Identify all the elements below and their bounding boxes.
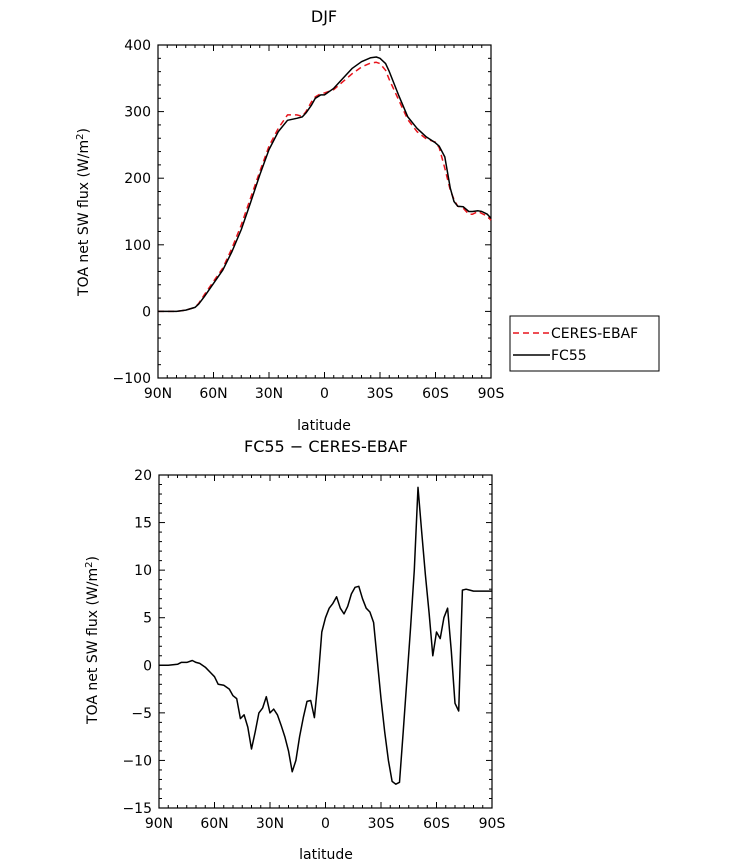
chart-title-djf: DJF: [311, 7, 337, 26]
diff-ytick-label: 5: [143, 611, 152, 627]
y-axis-label-diff: TOA net SW flux (W/m2): [84, 556, 102, 725]
x-axis-label-diff: latitude: [299, 847, 353, 863]
djf-ytick-label: −100: [113, 371, 151, 387]
diff-ytick-label: −15: [122, 801, 152, 817]
diff-xtick-label: 90S: [479, 816, 506, 832]
y-axis-label-djf-main: TOA net SW flux (W/m: [76, 140, 92, 297]
djf-ytick-label: 300: [124, 105, 151, 121]
diff-ytick-label: 20: [134, 468, 152, 484]
y-axis-label-djf-sup: 2: [75, 134, 86, 140]
panel-diff: FC55 − CERES-EBAF 90N 60N 30N 0 30S 60S 90S −15…: [84, 437, 506, 863]
diff-xtick-label: 30N: [256, 816, 284, 832]
djf-ytick-label: 200: [124, 171, 151, 187]
x-axis-label-djf: latitude: [297, 418, 351, 434]
djf-ytick-label: 0: [142, 304, 151, 320]
legend-label-ceres: CERES-EBAF: [551, 326, 638, 342]
y-axis-label-diff-tail: ): [85, 556, 101, 561]
legend-box: [509, 315, 660, 372]
legend-label-fc55: FC55: [551, 348, 587, 364]
djf-ytick-label: 400: [124, 38, 151, 54]
diff-ytick-label: 15: [134, 516, 152, 532]
djf-series-line-ceres-ebaf: [158, 61, 492, 313]
diff-frame: [158, 474, 493, 809]
y-axis-label-djf: TOA net SW flux (W/m2): [75, 128, 93, 297]
djf-xtick-label: 30S: [367, 386, 394, 402]
diff-xtick-label: 90N: [145, 816, 173, 832]
djf-xtick-label: 90S: [478, 386, 505, 402]
diff-ytick-label: −10: [122, 753, 152, 769]
chart-title-diff: FC55 − CERES-EBAF: [244, 437, 408, 456]
panel-djf: DJF 90N 60N 30N 0 30S 60S 90S −100 0 100 200 300 400…: [75, 7, 660, 434]
diff-xtick-label: 60S: [423, 816, 450, 832]
diff-xtick-label: 0: [321, 816, 330, 832]
diff-ytick-label: 10: [134, 563, 152, 579]
plot-area-djf: 90N 60N 30N 0 30S 60S 90S −100 0 100 200 300 400: [113, 38, 505, 402]
djf-xtick-label: 60S: [422, 386, 449, 402]
y-axis-label-djf-tail: ): [76, 128, 92, 133]
y-axis-label-diff-main: TOA net SW flux (W/m: [85, 568, 101, 725]
y-axis-label-diff-sup: 2: [84, 562, 95, 568]
diff-series-line-0: [159, 486, 492, 785]
djf-xtick-label: 0: [320, 386, 329, 402]
djf-xtick-label: 30N: [255, 386, 283, 402]
diff-xtick-label: 30S: [368, 816, 395, 832]
plot-area-diff: 90N 60N 30N 0 30S 60S 90S −15 −10 −5 0 5 10 15 20: [122, 468, 505, 832]
djf-xtick-label: 90N: [144, 386, 172, 402]
djf-series-line-fc55: [158, 56, 492, 313]
diff-xtick-label: 60N: [200, 816, 228, 832]
diff-ytick-label: 0: [143, 658, 152, 674]
djf-ytick-label: 100: [124, 238, 151, 254]
legend: CERES-EBAF FC55: [509, 315, 660, 372]
djf-xtick-label: 60N: [199, 386, 227, 402]
diff-ytick-label: −5: [131, 706, 152, 722]
